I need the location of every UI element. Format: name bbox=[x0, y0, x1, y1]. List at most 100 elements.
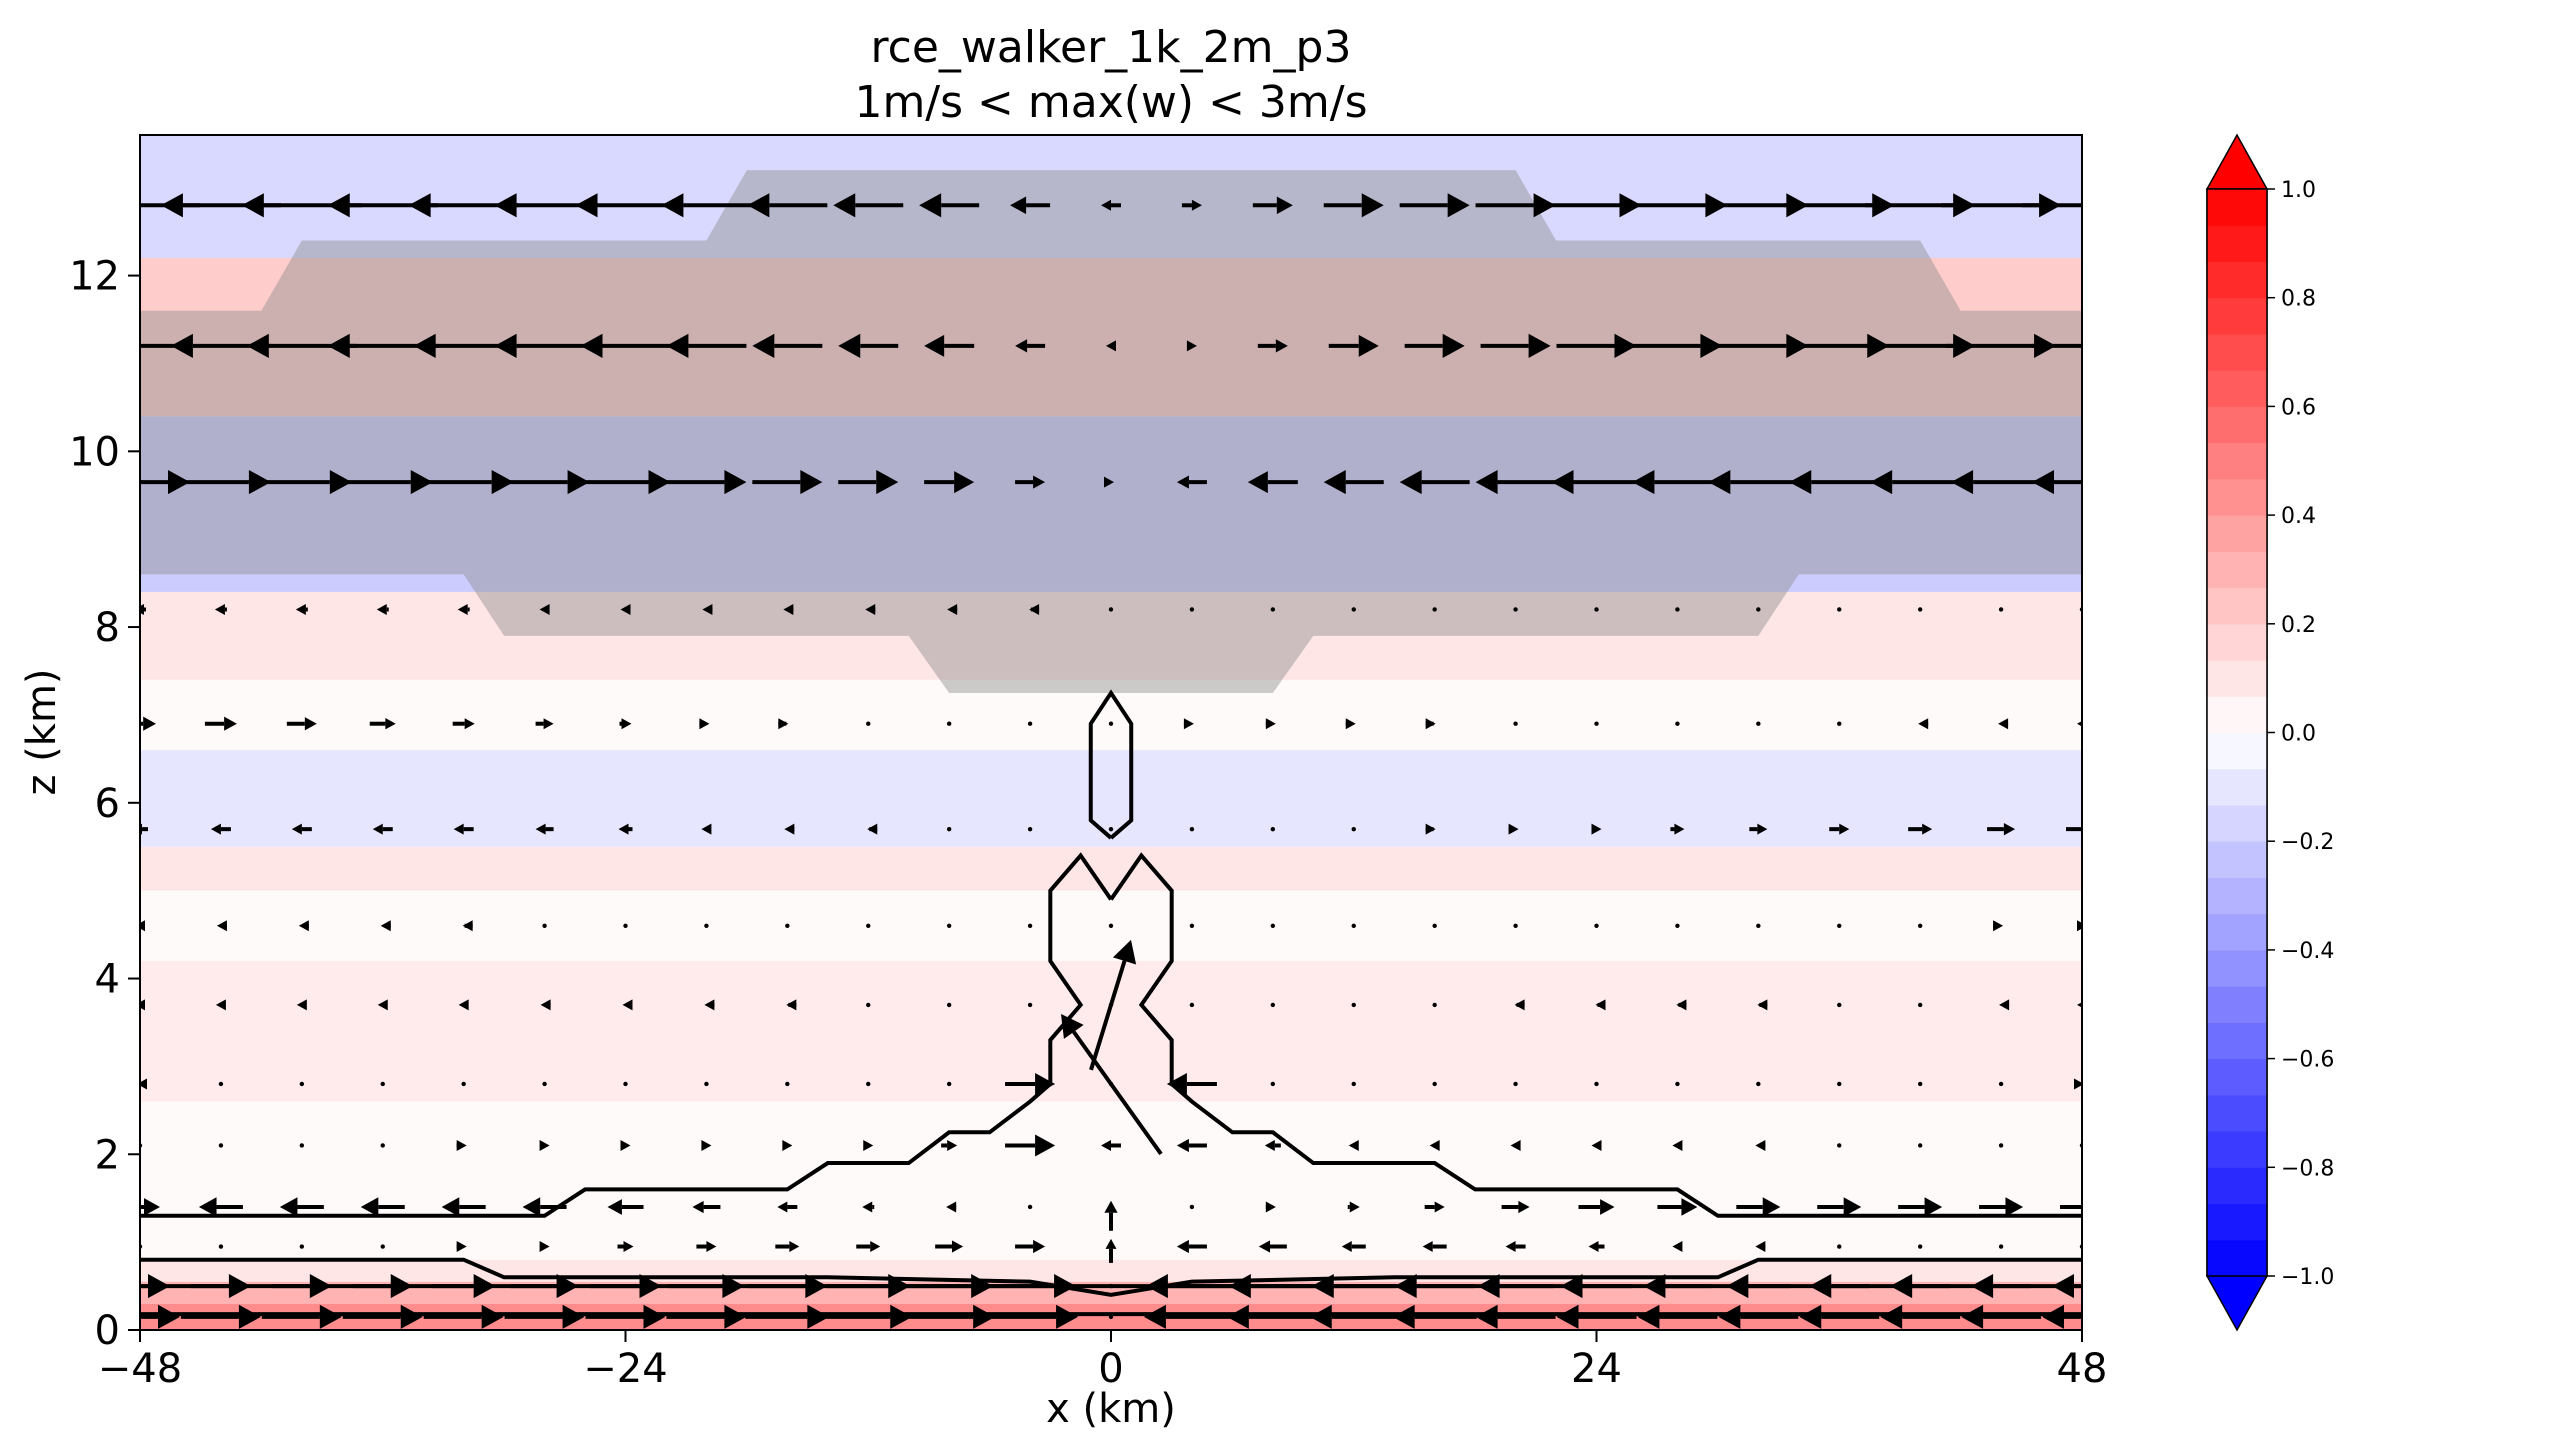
colorbar-extend-top bbox=[2205, 133, 2269, 190]
wind-vector-r12-c12 bbox=[1108, 1283, 1114, 1289]
wind-vector-r8-c6 bbox=[623, 1081, 628, 1087]
colorbar-tick-label-3: 0.4 bbox=[2281, 504, 2316, 529]
wind-vector-r4-c17 bbox=[1513, 721, 1518, 726]
wind-vector-r8-c16 bbox=[1432, 1081, 1437, 1087]
wind-vector-r9-c8 bbox=[782, 1139, 793, 1151]
wind-vector-r3-c13 bbox=[1189, 607, 1195, 612]
wind-vector-r5-c15 bbox=[1351, 826, 1356, 832]
wind-vector-r13-c17 bbox=[1475, 1304, 1556, 1329]
field-band-2 bbox=[140, 1259, 2082, 1282]
wind-vector-r12-c8 bbox=[747, 1273, 828, 1299]
wind-vector-r9-c18 bbox=[1591, 1139, 1602, 1151]
wind-vector-r11-c1 bbox=[218, 1244, 224, 1249]
wind-vector-r6-c0 bbox=[140, 920, 145, 932]
wind-vector-r12-c4 bbox=[431, 1273, 496, 1299]
wind-vector-r9-c22 bbox=[1917, 1143, 1923, 1148]
wind-vector-r5-c4 bbox=[453, 823, 474, 835]
contour-line-2 bbox=[1109, 852, 2082, 1218]
wind-vector-r3-c3 bbox=[376, 603, 389, 615]
wind-vector-r8-c4 bbox=[461, 1081, 466, 1087]
y-axis-label: z (km) bbox=[19, 668, 65, 795]
colorbar-level-29 bbox=[2207, 189, 2267, 226]
wind-vector-r9-c3 bbox=[380, 1143, 385, 1148]
wind-vector-r5-c12 bbox=[1108, 826, 1114, 832]
wind-vector-r12-c0 bbox=[140, 1273, 170, 1299]
wind-vector-r3-c23 bbox=[1998, 607, 2004, 612]
wind-vector-r2-c13 bbox=[1176, 475, 1207, 489]
wind-vector-r4-c5 bbox=[535, 718, 554, 730]
wind-vector-r9-c6 bbox=[620, 1139, 631, 1151]
wind-vector-r11-c13 bbox=[1176, 1239, 1207, 1254]
wind-vector-r10-c9 bbox=[862, 1201, 875, 1213]
wind-vector-r7-c24 bbox=[2077, 1002, 2082, 1008]
colorbar-level-26 bbox=[2207, 297, 2267, 335]
wind-vector-r10-c22 bbox=[1898, 1197, 1943, 1217]
x-tick-label-48: 48 bbox=[2057, 1346, 2108, 1392]
wind-vector-r1-c15 bbox=[1328, 334, 1379, 357]
wind-vector-r3-c14 bbox=[1270, 607, 1276, 612]
wind-vector-r7-c8 bbox=[786, 999, 797, 1011]
wind-vector-r6-c16 bbox=[1432, 923, 1437, 929]
wind-vector-r0-c11 bbox=[1010, 196, 1051, 215]
wind-vector-r3-c5 bbox=[539, 603, 550, 615]
wind-vector-r1-c14 bbox=[1257, 339, 1288, 353]
colorbar-tick-label-2: 0.6 bbox=[2281, 395, 2316, 420]
wind-vector-r12-c23 bbox=[1971, 1273, 2032, 1299]
wind-vector-r12-c21 bbox=[1809, 1273, 1870, 1299]
wind-vector-r5-c21 bbox=[1829, 823, 1850, 835]
wind-vector-r2-c10 bbox=[924, 471, 975, 494]
wind-vector-r9-c15 bbox=[1348, 1139, 1359, 1151]
wind-vector-r4-c12 bbox=[1108, 721, 1114, 726]
wind-vector-r3-c6 bbox=[620, 603, 631, 615]
wind-vector-r6-c10 bbox=[946, 923, 952, 929]
wind-vector-r13-c5 bbox=[504, 1304, 585, 1329]
wind-vector-r13-c7 bbox=[666, 1304, 747, 1329]
wind-vector-r3-c10 bbox=[947, 603, 958, 615]
wind-vector-r13-c0 bbox=[140, 1304, 180, 1329]
wind-vector-r0-c17 bbox=[1475, 193, 1556, 218]
wind-vector-r13-c22 bbox=[1880, 1304, 1961, 1329]
wind-vector-r3-c8 bbox=[783, 603, 794, 615]
wind-vector-r2-c24 bbox=[2032, 469, 2082, 495]
wind-vector-r7-c2 bbox=[296, 999, 307, 1011]
wind-vector-r8-c2 bbox=[299, 1081, 305, 1087]
wind-vector-r13-c3 bbox=[342, 1304, 423, 1329]
wind-vector-r3-c22 bbox=[1917, 607, 1923, 612]
colorbar-level-9 bbox=[2207, 913, 2267, 951]
field-band-4 bbox=[140, 1101, 2082, 1207]
wind-vector-r8-c14 bbox=[1270, 1081, 1276, 1087]
wind-vector-r5-c2 bbox=[291, 823, 312, 835]
wind-vector-r11-c5 bbox=[539, 1241, 550, 1253]
wind-vector-r2-c12 bbox=[1104, 476, 1114, 488]
wind-vector-r1-c10 bbox=[924, 334, 975, 357]
wind-vector-r13-c24 bbox=[2042, 1304, 2082, 1329]
wind-vector-r2-c7 bbox=[666, 469, 747, 495]
grey-masked-region bbox=[140, 170, 2082, 693]
wind-vector-r5-c18 bbox=[1591, 823, 1602, 835]
wind-vector-r11-c11 bbox=[1015, 1239, 1046, 1254]
wind-vector-r7-c15 bbox=[1351, 1002, 1356, 1008]
wind-vector-r10-c3 bbox=[360, 1197, 405, 1217]
wind-vector-r5-c16 bbox=[1425, 823, 1436, 835]
colorbar-level-5 bbox=[2207, 1058, 2267, 1096]
wind-vector-r8-c10 bbox=[946, 1081, 952, 1087]
wind-vector-r3-c15 bbox=[1351, 607, 1356, 612]
colorbar-level-4 bbox=[2207, 1094, 2267, 1132]
colorbar-tick-label-10: −1.0 bbox=[2281, 1265, 2334, 1290]
wind-vector-r6-c12 bbox=[1108, 923, 1114, 929]
y-tick-label-4: 4 bbox=[95, 957, 120, 1003]
wind-vector-r4-c3 bbox=[369, 717, 396, 730]
wind-vector-r0-c10 bbox=[919, 193, 980, 218]
x-axis-label: x (km) bbox=[1046, 1386, 1176, 1432]
wind-vector-r0-c15 bbox=[1323, 193, 1384, 218]
wind-vector-r5-c17 bbox=[1508, 823, 1519, 835]
wind-vector-r4-c11 bbox=[1027, 721, 1033, 726]
colorbar-level-25 bbox=[2207, 333, 2267, 371]
wind-vector-r11-c7 bbox=[696, 1241, 717, 1253]
wind-vector-r7-c14 bbox=[1270, 1002, 1276, 1008]
wind-vector-r9-c10 bbox=[941, 1139, 958, 1151]
wind-vector-r1-c8 bbox=[752, 333, 823, 358]
wind-vector-r12-c16 bbox=[1394, 1273, 1475, 1299]
wind-vector-r8-c24 bbox=[2074, 1078, 2082, 1090]
